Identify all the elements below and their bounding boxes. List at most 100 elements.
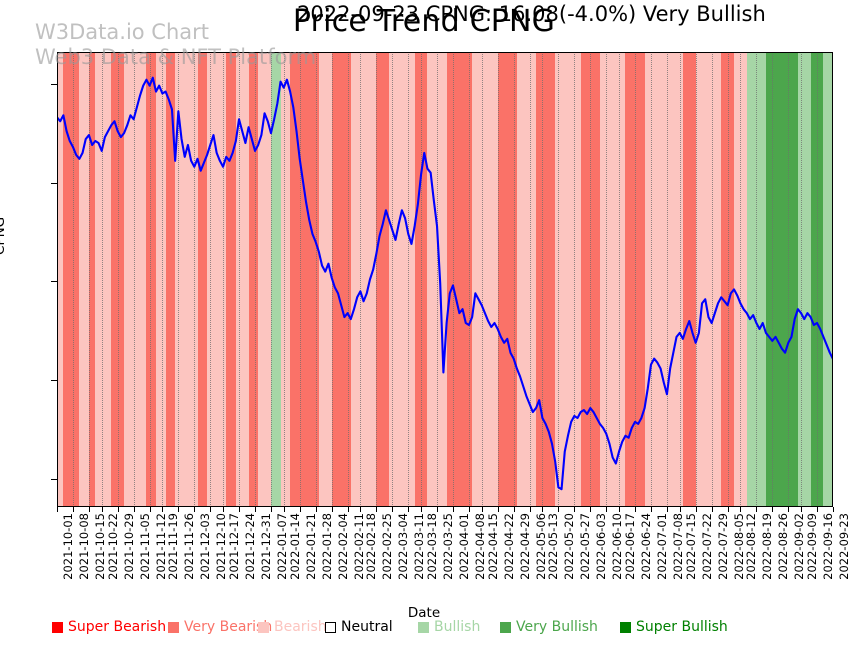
- x-axis-tick-label: 2022-07-08: [670, 513, 685, 580]
- gridline: [801, 52, 803, 507]
- legend-item[interactable]: Very Bullish: [500, 619, 598, 635]
- x-axis-tick-mark: [635, 507, 636, 512]
- x-axis-tick-mark: [283, 507, 285, 512]
- x-axis-tick-label: 2022-03-18: [425, 513, 440, 580]
- price-line-chart: [57, 76, 833, 491]
- x-axis-tick-label: 2022-03-25: [441, 513, 456, 580]
- x-axis-tick-label: 2022-07-01: [654, 513, 669, 580]
- x-axis-tick-mark: [452, 507, 454, 512]
- x-axis-tick-mark: [117, 507, 119, 512]
- gridline: [740, 52, 742, 507]
- gridline: [210, 52, 212, 507]
- x-axis-tick-label: 2022-02-25: [380, 513, 395, 580]
- gridline: [254, 52, 256, 507]
- x-axis-tick-label: 2022-01-21: [303, 513, 318, 580]
- x-axis-tick-mark: [801, 507, 803, 512]
- x-axis-tick-label: 2021-10-29: [121, 513, 136, 580]
- x-axis-tick-mark: [133, 507, 135, 512]
- gridline: [178, 52, 180, 507]
- x-axis-tick-mark: [756, 507, 758, 512]
- sentiment-band: [79, 52, 89, 507]
- x-axis-tick-mark: [162, 507, 164, 512]
- sentiment-band: [810, 52, 824, 507]
- x-axis-tick-mark: [740, 507, 742, 512]
- sentiment-band: [226, 52, 236, 507]
- x-axis-tick-mark: [497, 507, 499, 512]
- gridline: [695, 52, 697, 507]
- x-axis-tick-label: 2022-04-08: [472, 513, 487, 580]
- x-axis-tick-mark: [194, 507, 196, 512]
- x-axis-tick-mark: [270, 507, 272, 512]
- gridline: [727, 52, 729, 507]
- sentiment-band: [536, 52, 556, 507]
- gridline: [149, 52, 151, 507]
- y-axis-tick-mark: [51, 281, 57, 283]
- gridline: [88, 52, 90, 507]
- x-axis-tick-mark: [210, 507, 212, 512]
- x-axis-tick-mark: [315, 507, 317, 512]
- x-axis-tick-mark: [542, 507, 544, 512]
- x-axis-tick-mark: [650, 507, 652, 512]
- legend-item[interactable]: Very Bearish: [168, 619, 272, 635]
- x-axis-tick-label: 2021-12-03: [198, 513, 213, 580]
- x-axis-tick-label: 2022-09-16: [821, 513, 836, 580]
- sentiment-band: [389, 52, 415, 507]
- x-axis-tick-label: 2022-04-15: [485, 513, 500, 580]
- gridline: [542, 52, 544, 507]
- gridline: [772, 52, 774, 507]
- x-axis-tick-mark: [772, 507, 774, 512]
- x-axis-tick-mark: [695, 507, 697, 512]
- x-axis-tick-label: 2022-09-23: [837, 513, 848, 580]
- legend-item[interactable]: Bearish: [258, 619, 327, 635]
- x-axis-tick-label: 2022-04-01: [456, 513, 471, 580]
- sentiment-band: [516, 52, 536, 507]
- page-title: Price Trend CPNG: [292, 4, 556, 39]
- x-axis-tick-mark: [88, 507, 90, 512]
- x-axis-tick-mark: [392, 507, 394, 512]
- legend-label: Very Bullish: [516, 619, 598, 635]
- legend-swatch-icon: [418, 621, 429, 633]
- x-axis-tick-mark: [558, 507, 560, 512]
- x-axis-tick-mark: [408, 507, 410, 512]
- x-axis-tick-label: 2022-01-28: [319, 513, 334, 580]
- gridline: [481, 52, 483, 507]
- y-axis-tick-mark: [51, 182, 57, 184]
- x-axis-tick-mark: [468, 507, 470, 512]
- legend-label: Super Bullish: [636, 619, 728, 635]
- x-axis-tick-mark: [254, 507, 256, 512]
- y-axis-tick-mark: [51, 380, 57, 382]
- x-axis-tick-label: 2021-10-22: [105, 513, 120, 580]
- x-axis-tick-label: 2022-09-09: [805, 513, 820, 580]
- sentiment-band: [63, 52, 80, 507]
- x-axis-tick-label: 2022-02-18: [364, 513, 379, 580]
- gridline: [666, 52, 668, 507]
- sentiment-band: [497, 52, 517, 507]
- legend-item[interactable]: Bullish: [418, 619, 480, 635]
- sentiment-band: [57, 52, 64, 507]
- x-axis-tick-label: 2022-08-26: [776, 513, 791, 580]
- x-axis-tick-label: 2022-01-07: [274, 513, 289, 580]
- sentiment-band: [376, 52, 390, 507]
- legend-item[interactable]: Super Bullish: [620, 619, 728, 635]
- sentiment-band: [734, 52, 747, 507]
- gridline: [315, 52, 317, 507]
- gridline: [101, 52, 103, 507]
- legend-item[interactable]: Neutral: [325, 619, 393, 635]
- latest-quote-annotation: 2022-09-23 CPNG: 16.08(-4.0%) Very Bulli…: [297, 2, 766, 26]
- sentiment-band: [765, 52, 798, 507]
- x-axis-tick-mark: [360, 507, 362, 512]
- x-axis-tick-label: 2021-11-26: [182, 513, 197, 580]
- legend-item[interactable]: Super Bearish: [52, 619, 166, 635]
- gridline: [437, 52, 439, 507]
- x-axis-tick-mark: [619, 507, 621, 512]
- x-axis-tick-mark: [57, 507, 58, 512]
- sentiment-band: [350, 52, 377, 507]
- x-axis-tick-label: 2022-07-15: [683, 513, 698, 580]
- legend-label: Bearish: [274, 619, 327, 635]
- sentiment-band: [146, 52, 156, 507]
- gridline: [513, 52, 515, 507]
- sentiment-band: [270, 52, 281, 507]
- sentiment-band: [290, 52, 319, 507]
- legend-swatch-icon: [168, 621, 179, 633]
- sentiment-band: [797, 52, 811, 507]
